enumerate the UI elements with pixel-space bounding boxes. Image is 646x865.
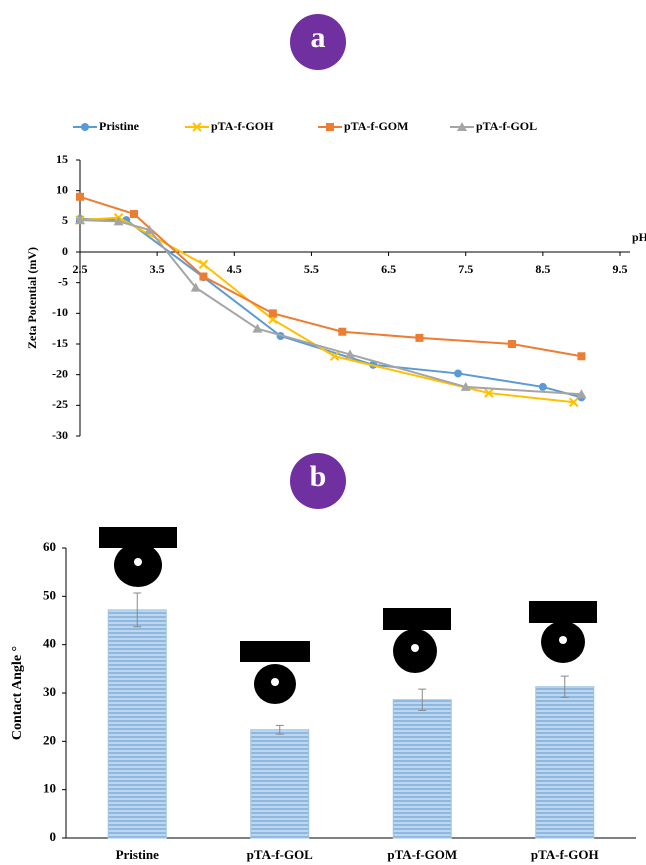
x-tick-label: 4.5 <box>227 262 242 276</box>
series-line <box>80 220 581 394</box>
y-tick-label: -10 <box>52 305 68 319</box>
y-tick-label: 0 <box>50 829 57 844</box>
y-tick-label: -15 <box>52 336 68 350</box>
y-tick-label: -20 <box>52 366 68 380</box>
marker <box>199 273 207 281</box>
x-tick-label: 2.5 <box>73 262 88 276</box>
x-tick-label: 5.5 <box>304 262 319 276</box>
y-tick-label: -30 <box>52 428 68 442</box>
y-tick-label: 15 <box>56 152 68 166</box>
y-tick-label: -5 <box>58 274 68 288</box>
figure: a b 151050-5-10-15-20-25-302.53.54.55.56… <box>0 0 646 865</box>
y-tick-label: 30 <box>43 684 56 699</box>
y-tick-label: 0 <box>62 244 68 258</box>
panel-label: b <box>310 460 327 493</box>
marker <box>252 324 262 333</box>
x-tick-label: pTA-f-GOM <box>387 847 457 862</box>
series-line <box>80 219 581 397</box>
legend-marker <box>81 123 89 131</box>
y-tick-label: 20 <box>43 732 56 747</box>
x-tick-label: pTA-f-GOL <box>247 847 314 862</box>
marker <box>130 210 138 218</box>
bar <box>251 730 309 838</box>
marker <box>539 383 547 391</box>
y-tick-label: 50 <box>43 587 56 602</box>
x-tick-label: 9.5 <box>613 262 628 276</box>
legend-label: pTA-f-GOH <box>211 119 274 133</box>
y-tick-label: 5 <box>62 213 68 227</box>
x-tick-label: 3.5 <box>150 262 165 276</box>
marker <box>454 369 462 377</box>
legend-label: pTA-f-GOL <box>476 119 537 133</box>
legend-label: pTA-f-GOM <box>344 119 408 133</box>
marker <box>577 352 585 360</box>
series-line <box>80 197 581 356</box>
marker <box>338 328 346 336</box>
marker <box>415 334 423 342</box>
bar <box>108 610 166 838</box>
y-tick-label: 60 <box>43 539 56 554</box>
y-tick-label: 10 <box>56 182 68 196</box>
x-tick-label: 6.5 <box>381 262 396 276</box>
y-tick-label: -25 <box>52 397 68 411</box>
marker <box>199 260 207 268</box>
legend-marker <box>326 123 334 131</box>
droplet-images <box>99 527 597 704</box>
marker <box>269 309 277 317</box>
y-axis-title: Zeta Potential (mV) <box>25 247 39 349</box>
x-tick-label: Pristine <box>116 847 160 862</box>
y-tick-label: 10 <box>43 781 56 796</box>
marker <box>76 193 84 201</box>
bar <box>536 687 594 838</box>
marker <box>508 340 516 348</box>
x-tick-label: pTA-f-GOH <box>531 847 599 862</box>
panel-label: a <box>311 21 326 54</box>
y-axis-title: Contact Angle ° <box>10 646 25 740</box>
x-tick-label: 8.5 <box>535 262 550 276</box>
series-line <box>80 218 574 403</box>
x-axis-title: pH <box>632 230 646 244</box>
y-tick-label: 40 <box>43 636 56 651</box>
bar <box>393 700 451 838</box>
legend-label: Pristine <box>99 119 140 133</box>
x-tick-label: 7.5 <box>458 262 473 276</box>
